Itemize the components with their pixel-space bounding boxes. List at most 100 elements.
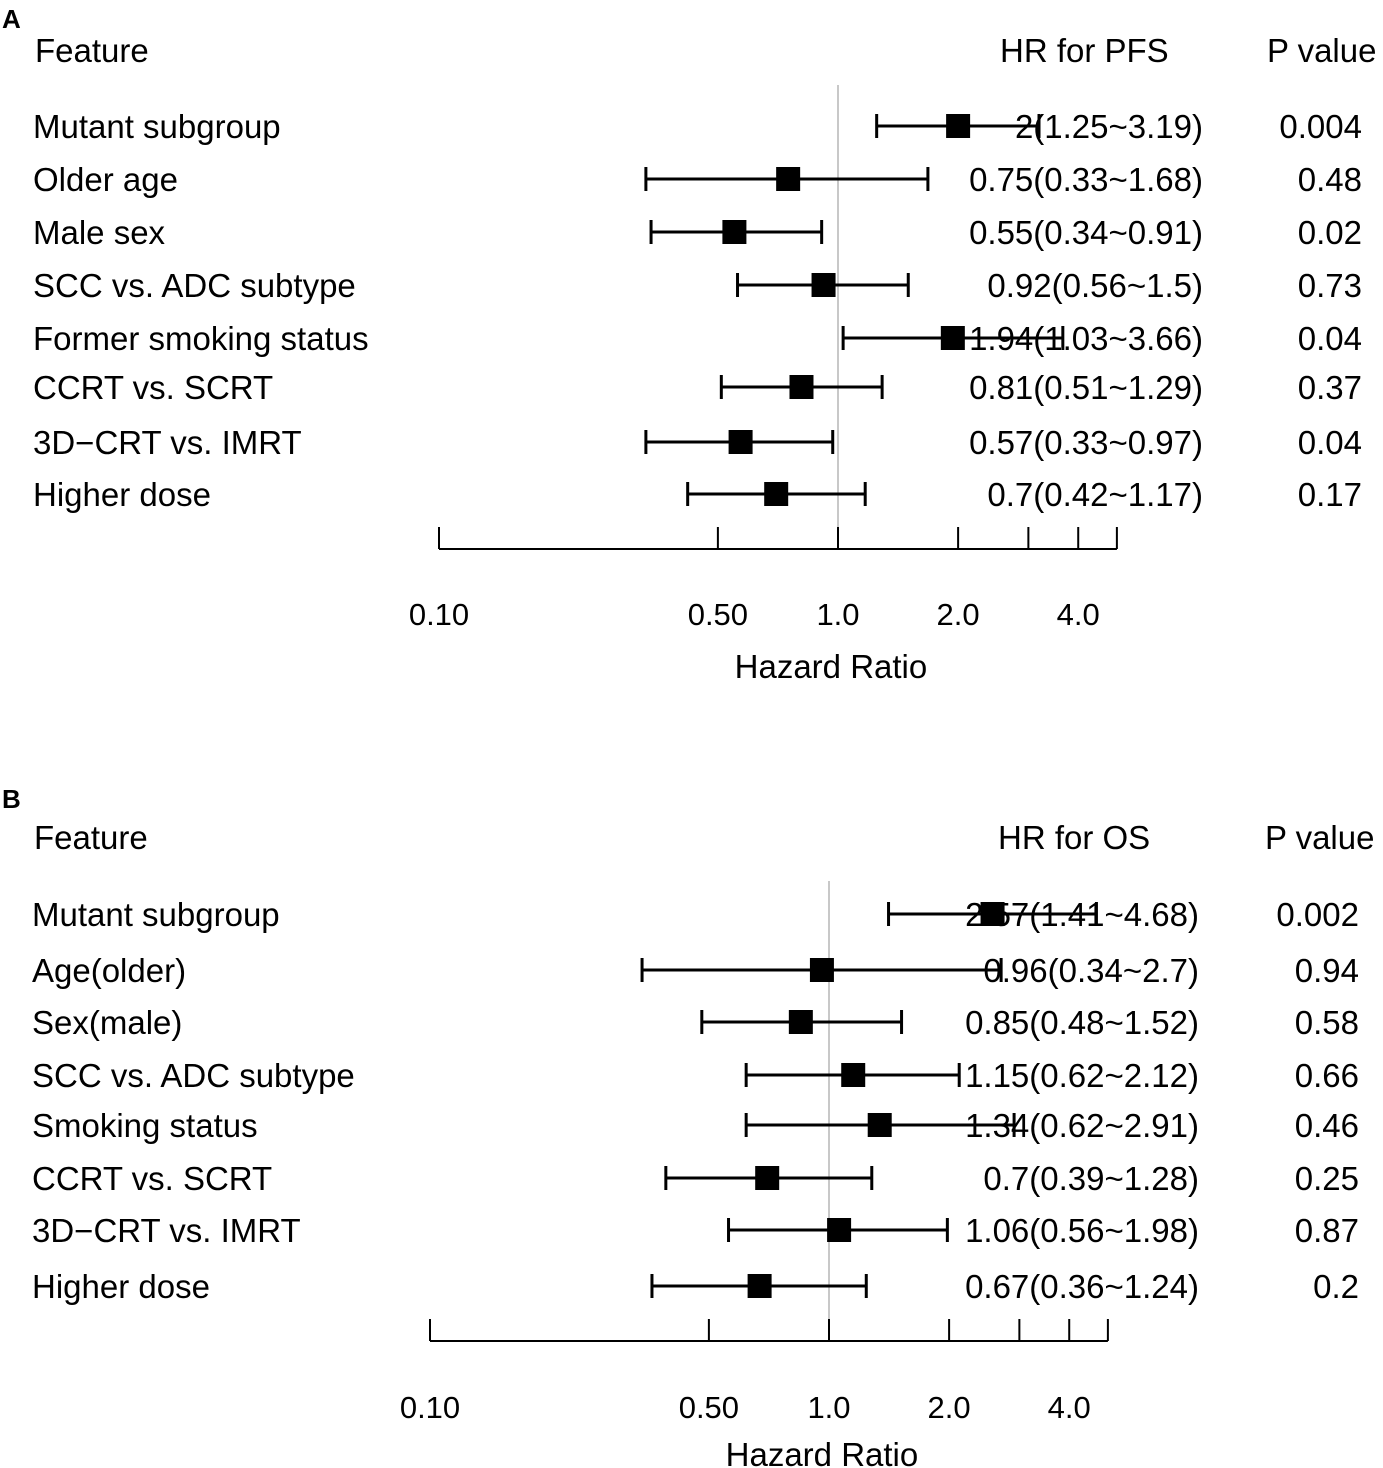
hr-column-header: HR for OS bbox=[998, 819, 1150, 856]
forest-row: SCC vs. ADC subtype 1.15(0.62~2.12) 0.66 bbox=[32, 1057, 1359, 1094]
hr-ci-value: 0.75(0.33~1.68) bbox=[969, 161, 1203, 198]
feature-label: CCRT vs. SCRT bbox=[33, 369, 273, 406]
p-value: 0.2 bbox=[1313, 1268, 1359, 1305]
feature-label: Mutant subgroup bbox=[32, 896, 280, 933]
hr-point-marker bbox=[776, 167, 801, 191]
forest-row: Mutant subgroup 2.57(1.41~4.68) 0.002 bbox=[32, 896, 1359, 933]
hr-ci-value: 0.81(0.51~1.29) bbox=[969, 369, 1203, 406]
p-value: 0.73 bbox=[1298, 267, 1362, 304]
forest-row: Higher dose 0.67(0.36~1.24) 0.2 bbox=[32, 1268, 1359, 1305]
feature-label: Former smoking status bbox=[33, 320, 369, 357]
x-axis-title: Hazard Ratio bbox=[726, 1436, 919, 1468]
forest-row: Older age 0.75(0.33~1.68) 0.48 bbox=[33, 161, 1362, 198]
hr-ci-value: 0.57(0.33~0.97) bbox=[969, 424, 1203, 461]
hr-point-marker bbox=[867, 1113, 892, 1137]
forest-row: CCRT vs. SCRT 0.7(0.39~1.28) 0.25 bbox=[32, 1160, 1359, 1197]
x-axis-title: Hazard Ratio bbox=[735, 648, 928, 685]
panel-a: A Feature HR for PFS P value Mutant subgroup… bbox=[2, 4, 1376, 685]
forest-row: Mutant subgroup 2(1.25~3.19) 0.004 bbox=[33, 108, 1362, 145]
feature-label: Higher dose bbox=[32, 1268, 210, 1305]
feature-label: Mutant subgroup bbox=[33, 108, 281, 145]
forest-row: Male sex 0.55(0.34~0.91) 0.02 bbox=[33, 214, 1362, 251]
hr-ci-value: 0.7(0.39~1.28) bbox=[983, 1160, 1199, 1197]
x-tick-label: 4.0 bbox=[1048, 1390, 1091, 1425]
hr-point-marker bbox=[722, 220, 747, 244]
hr-point-marker bbox=[728, 430, 753, 454]
hr-ci-value: 0.67(0.36~1.24) bbox=[965, 1268, 1199, 1305]
hr-ci-value: 1.34(0.62~2.91) bbox=[965, 1107, 1199, 1144]
p-value: 0.04 bbox=[1298, 424, 1362, 461]
forest-row: Smoking status 1.34(0.62~2.91) 0.46 bbox=[32, 1107, 1359, 1144]
forest-row: Age(older) 0.96(0.34~2.7) 0.94 bbox=[32, 952, 1359, 989]
x-tick-label: 0.10 bbox=[409, 597, 469, 632]
hr-ci-value: 0.92(0.56~1.5) bbox=[987, 267, 1203, 304]
x-tick-label: 0.10 bbox=[400, 1390, 460, 1425]
x-tick-label: 1.0 bbox=[807, 1390, 850, 1425]
x-tick-label: 4.0 bbox=[1057, 597, 1100, 632]
x-tick-label: 0.50 bbox=[688, 597, 748, 632]
p-value: 0.004 bbox=[1279, 108, 1362, 145]
p-value: 0.46 bbox=[1295, 1107, 1359, 1144]
p-value: 0.87 bbox=[1295, 1212, 1359, 1249]
x-tick-label: 2.0 bbox=[937, 597, 980, 632]
feature-label: SCC vs. ADC subtype bbox=[33, 267, 356, 304]
p-value: 0.94 bbox=[1295, 952, 1359, 989]
hr-ci-value: 2(1.25~3.19) bbox=[1015, 108, 1203, 145]
hr-ci-value: 0.96(0.34~2.7) bbox=[983, 952, 1199, 989]
hr-point-marker bbox=[764, 482, 789, 506]
panel-b: B Feature HR for OS P value Mutant subgroup 2… bbox=[2, 784, 1374, 1468]
hr-point-marker bbox=[755, 1166, 780, 1190]
p-value: 0.17 bbox=[1298, 476, 1362, 513]
hr-ci-value: 0.85(0.48~1.52) bbox=[965, 1004, 1199, 1041]
forest-row: Former smoking status 1.94(1.03~3.66) 0.04 bbox=[33, 320, 1362, 357]
p-value-column-header: P value bbox=[1265, 819, 1374, 856]
hr-point-marker bbox=[809, 958, 834, 982]
feature-label: Age(older) bbox=[32, 952, 186, 989]
hr-column-header: HR for PFS bbox=[1000, 32, 1169, 69]
x-tick-label: 0.50 bbox=[679, 1390, 739, 1425]
hr-ci-value: 2.57(1.41~4.68) bbox=[965, 896, 1199, 933]
x-tick-label: 1.0 bbox=[816, 597, 859, 632]
p-value: 0.58 bbox=[1295, 1004, 1359, 1041]
hr-point-marker bbox=[980, 902, 1005, 926]
feature-label: Male sex bbox=[33, 214, 166, 251]
p-value: 0.37 bbox=[1298, 369, 1362, 406]
feature-column-header: Feature bbox=[35, 32, 149, 69]
feature-label: Older age bbox=[33, 161, 178, 198]
hr-ci-value: 1.06(0.56~1.98) bbox=[965, 1212, 1199, 1249]
forest-row: 3D−CRT vs. IMRT 0.57(0.33~0.97) 0.04 bbox=[33, 424, 1362, 461]
hr-ci-value: 1.15(0.62~2.12) bbox=[965, 1057, 1199, 1094]
feature-label: 3D−CRT vs. IMRT bbox=[32, 1212, 301, 1249]
forest-row: Sex(male) 0.85(0.48~1.52) 0.58 bbox=[32, 1004, 1359, 1041]
feature-label: SCC vs. ADC subtype bbox=[32, 1057, 355, 1094]
feature-label: Sex(male) bbox=[32, 1004, 182, 1041]
p-value: 0.66 bbox=[1295, 1057, 1359, 1094]
p-value-column-header: P value bbox=[1267, 32, 1376, 69]
panel-letter: A bbox=[2, 4, 21, 34]
forest-row: Higher dose 0.7(0.42~1.17) 0.17 bbox=[33, 476, 1362, 513]
feature-label: Higher dose bbox=[33, 476, 211, 513]
p-value: 0.02 bbox=[1298, 214, 1362, 251]
hr-point-marker bbox=[940, 326, 965, 350]
hr-point-marker bbox=[747, 1274, 772, 1298]
p-value: 0.48 bbox=[1298, 161, 1362, 198]
hr-point-marker bbox=[841, 1063, 866, 1087]
x-tick-label: 2.0 bbox=[928, 1390, 971, 1425]
hr-point-marker bbox=[789, 375, 814, 399]
forest-row: CCRT vs. SCRT 0.81(0.51~1.29) 0.37 bbox=[33, 369, 1362, 406]
p-value: 0.002 bbox=[1276, 896, 1359, 933]
hr-point-marker bbox=[946, 114, 971, 138]
hr-ci-value: 1.94(1.03~3.66) bbox=[969, 320, 1203, 357]
feature-label: Smoking status bbox=[32, 1107, 258, 1144]
hr-ci-value: 0.55(0.34~0.91) bbox=[969, 214, 1203, 251]
hr-point-marker bbox=[811, 273, 836, 297]
hr-ci-value: 0.7(0.42~1.17) bbox=[987, 476, 1203, 513]
p-value: 0.04 bbox=[1298, 320, 1362, 357]
p-value: 0.25 bbox=[1295, 1160, 1359, 1197]
feature-column-header: Feature bbox=[34, 819, 148, 856]
forest-row: SCC vs. ADC subtype 0.92(0.56~1.5) 0.73 bbox=[33, 267, 1362, 304]
panel-letter: B bbox=[2, 784, 21, 814]
hr-point-marker bbox=[788, 1010, 813, 1034]
feature-label: CCRT vs. SCRT bbox=[32, 1160, 272, 1197]
